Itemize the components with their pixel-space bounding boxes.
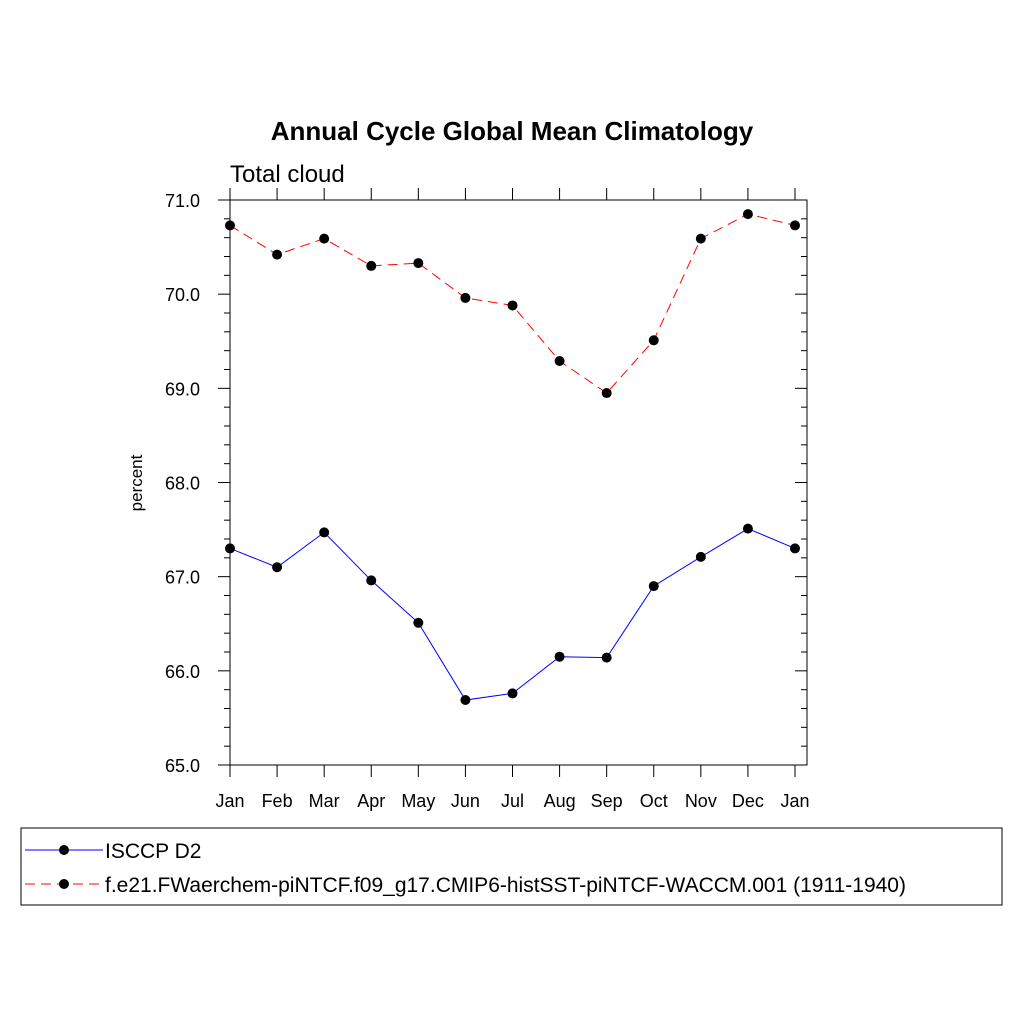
data-point-s1-10 bbox=[695, 233, 706, 244]
x-tick-label: Sep bbox=[591, 791, 623, 811]
data-point-s1-9 bbox=[648, 335, 659, 346]
y-axis-label: percent bbox=[127, 454, 146, 511]
legend-marker-0 bbox=[59, 845, 69, 855]
data-point-s0-7 bbox=[554, 651, 565, 662]
y-tick-label: 70.0 bbox=[165, 285, 200, 305]
x-tick-label: Nov bbox=[685, 791, 717, 811]
data-point-s0-0 bbox=[225, 543, 235, 554]
y-tick-label: 65.0 bbox=[165, 756, 200, 776]
x-tick-label: Aug bbox=[544, 791, 576, 811]
x-tick-label: Jan bbox=[215, 791, 244, 811]
data-point-s1-4 bbox=[413, 258, 424, 269]
data-point-s0-8 bbox=[601, 652, 612, 663]
data-point-s1-1 bbox=[272, 249, 283, 260]
y-tick-label: 68.0 bbox=[165, 474, 200, 494]
series-group bbox=[225, 209, 800, 706]
x-tick-label: Feb bbox=[262, 791, 293, 811]
legend-marker-1 bbox=[59, 879, 69, 889]
x-tick-label: Jun bbox=[451, 791, 480, 811]
chart-title: Annual Cycle Global Mean Climatology bbox=[271, 116, 754, 146]
data-point-s0-12 bbox=[790, 543, 800, 554]
data-point-s1-2 bbox=[319, 233, 330, 244]
data-point-s1-7 bbox=[554, 356, 565, 367]
data-point-s1-0 bbox=[225, 220, 235, 231]
series-line-0 bbox=[229, 528, 796, 701]
data-point-s1-5 bbox=[460, 292, 471, 303]
data-point-s1-6 bbox=[507, 300, 518, 311]
y-tick-label: 69.0 bbox=[165, 379, 200, 399]
data-point-s1-8 bbox=[601, 388, 612, 399]
data-point-s0-6 bbox=[507, 688, 518, 699]
x-tick-label: May bbox=[401, 791, 435, 811]
x-tick-label: Oct bbox=[640, 791, 668, 811]
legend bbox=[25, 845, 103, 889]
data-point-s1-11 bbox=[742, 209, 753, 220]
y-tick-label: 71.0 bbox=[165, 191, 200, 211]
data-point-s0-4 bbox=[413, 617, 424, 628]
data-point-s0-9 bbox=[648, 581, 659, 592]
x-tick-label: Jan bbox=[780, 791, 809, 811]
data-point-s0-11 bbox=[742, 523, 753, 534]
data-point-s0-2 bbox=[319, 527, 330, 538]
chart-subtitle: Total cloud bbox=[230, 161, 345, 188]
data-point-s1-3 bbox=[366, 260, 377, 271]
data-point-s0-3 bbox=[366, 575, 377, 586]
legend-label-isccp: ISCCP D2 bbox=[105, 840, 201, 863]
legend-label-model: f.e21.FWaerchem-piNTCF.f09_g17.CMIP6-his… bbox=[105, 874, 906, 897]
data-point-s0-10 bbox=[695, 551, 706, 562]
y-tick-label: 67.0 bbox=[165, 568, 200, 588]
legend-box bbox=[20, 827, 1003, 906]
data-point-s1-12 bbox=[790, 220, 800, 231]
x-tick-label: Jul bbox=[501, 791, 524, 811]
plot-frame bbox=[229, 199, 808, 766]
x-tick-label: Apr bbox=[357, 791, 385, 811]
x-tick-label: Dec bbox=[732, 791, 764, 811]
data-point-s0-5 bbox=[460, 695, 471, 706]
x-tick-label: Mar bbox=[309, 791, 340, 811]
data-point-s0-1 bbox=[272, 562, 283, 573]
axes: 65.0 66.0 67.0 68.0 69.0 70.0 71.0 Jan Feb Mar Apr… bbox=[165, 188, 810, 811]
y-tick-label: 66.0 bbox=[165, 662, 200, 682]
